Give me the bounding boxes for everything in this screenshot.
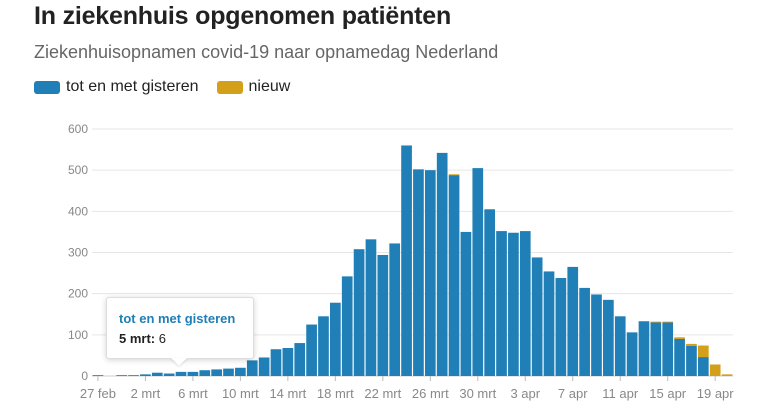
bar-new[interactable] [650,321,662,323]
bar-existing[interactable] [614,316,626,376]
chart-title: In ziekenhuis opgenomen patiënten [34,2,452,30]
x-tick-label: 6 mrt [178,386,208,401]
bar-existing[interactable] [436,152,448,376]
bar-existing[interactable] [140,374,151,376]
y-tick-label: 400 [68,204,88,218]
tooltip-row: 5 mrt: 6 [119,331,241,346]
bar-existing[interactable] [484,209,495,376]
x-tick-label: 30 mrt [459,386,496,401]
y-tick-label: 300 [68,246,88,260]
bar-existing[interactable] [211,369,222,376]
x-tick-label: 26 mrt [412,386,449,401]
bar-existing[interactable] [531,257,543,376]
x-axis-ticks: 27 feb 2 mrt 6 mrt 10 mrt 14 mrt 18 mrt 22 mrt… [80,376,734,401]
bar-existing[interactable] [662,322,674,376]
tooltip: tot en met gisteren 5 mrt: 6 [106,297,254,366]
bars [92,145,733,376]
y-tick-label: 500 [68,163,88,177]
bar-existing[interactable] [330,302,341,376]
bar-existing[interactable] [235,367,246,376]
bar-existing[interactable] [270,349,282,376]
legend-item-existing[interactable]: tot en met gisteren [34,78,199,96]
bar-existing[interactable] [401,145,412,376]
y-tick-label: 100 [68,328,88,342]
bar-existing[interactable] [258,357,270,376]
bar-new[interactable] [674,337,685,339]
x-tick-label: 27 feb [80,386,116,401]
legend: tot en met gisteren nieuw [34,78,308,96]
legend-item-new[interactable]: nieuw [216,78,291,96]
bar-existing[interactable] [579,287,590,376]
bar-existing[interactable] [353,249,365,376]
legend-swatch-existing [34,80,60,94]
bar-existing[interactable] [496,231,507,376]
bar-existing[interactable] [603,299,614,376]
tooltip-date: 5 mrt: [119,331,156,346]
y-tick-label: 600 [68,122,88,136]
bar-existing[interactable] [282,348,294,376]
bar-existing[interactable] [163,373,175,376]
bar-existing[interactable] [341,276,353,376]
bar-new[interactable] [697,345,709,358]
bar-existing[interactable] [567,266,579,376]
x-tick-label: 22 mrt [364,386,401,401]
bar-existing[interactable] [591,294,602,376]
tooltip-series-name: tot en met gisteren [119,311,236,326]
bar-existing[interactable] [128,375,139,376]
chart-subtitle: Ziekenhuisopnamen covid-19 naar opnameda… [34,42,499,62]
x-tick-label: 18 mrt [317,386,354,401]
bar-existing[interactable] [318,316,329,376]
bar-existing[interactable] [674,338,685,376]
bar-existing[interactable] [686,345,697,376]
bar-existing[interactable] [448,175,460,376]
bar-existing[interactable] [294,343,306,376]
bar-existing[interactable] [424,170,436,376]
bar-new[interactable] [686,343,697,346]
bar-new[interactable] [721,374,733,376]
bar-existing[interactable] [543,271,555,376]
x-tick-label: 14 mrt [269,386,306,401]
x-tick-label: 7 apr [558,386,588,401]
bar-existing[interactable] [365,239,377,376]
y-tick-label: 0 [81,369,88,383]
legend-label-existing: tot en met gisteren [66,78,199,95]
legend-swatch-new [216,80,243,94]
tooltip-arrow [171,358,187,366]
bar-new[interactable] [709,364,721,376]
bar-existing[interactable] [508,232,519,376]
x-tick-label: 15 apr [649,386,687,401]
bar-existing[interactable] [175,371,187,376]
tooltip-value: 6 [158,331,166,346]
bar-existing[interactable] [306,324,317,376]
bar-new[interactable] [662,321,674,323]
bar-existing[interactable] [187,371,199,376]
x-tick-label: 3 apr [510,386,540,401]
bar-existing[interactable] [472,168,484,376]
bar-existing[interactable] [389,243,401,376]
x-tick-label: 19 apr [697,386,735,401]
bar-existing[interactable] [626,332,638,376]
bar-existing[interactable] [92,375,104,376]
bar-existing[interactable] [519,231,531,376]
y-tick-label: 200 [68,287,88,301]
x-tick-label: 11 apr [602,386,639,401]
bar-existing[interactable] [697,357,709,376]
bar-existing[interactable] [460,231,472,376]
bar-existing[interactable] [199,370,211,376]
x-tick-label: 2 mrt [131,386,161,401]
bar-existing[interactable] [151,372,163,376]
bar-existing[interactable] [650,322,662,376]
x-tick-label: 10 mrt [222,386,259,401]
bar-existing[interactable] [555,278,567,376]
y-axis-ticks: 0 100 200 300 400 500 600 [68,122,88,383]
bar-new[interactable] [448,174,460,176]
bar-existing[interactable] [246,360,258,376]
bar-existing[interactable] [116,375,128,376]
bar-existing[interactable] [413,169,424,376]
legend-label-new: nieuw [248,78,291,95]
bar-existing[interactable] [638,321,650,376]
bar-existing[interactable] [223,368,234,376]
bar-existing[interactable] [377,254,389,376]
